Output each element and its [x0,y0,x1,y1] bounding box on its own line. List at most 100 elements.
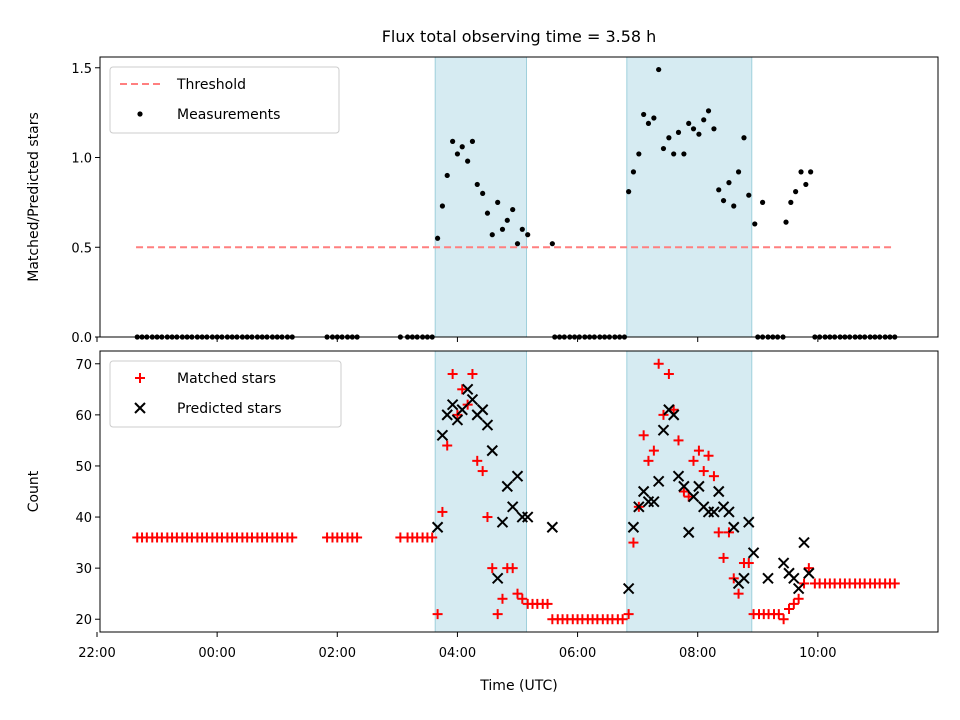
matched-star-marker [653,358,664,369]
measurement-point [651,115,657,121]
y-axis-label: Matched/Predicted stars [26,112,42,282]
predicted-star-marker [792,582,805,595]
y-tick-label: 20 [75,613,92,628]
measurement-point [630,169,637,175]
measurement-point [716,187,722,193]
measurement-point [444,172,450,179]
matched-star-marker [698,466,709,477]
predicted-star-marker [501,480,513,493]
matched-star-marker [623,609,634,620]
measurement-point [641,111,647,118]
x-stroke [501,480,513,493]
x-stroke [687,490,700,503]
measurement-point [701,117,707,123]
predicted-star-marker [633,501,645,513]
measurement-point [514,241,521,247]
predicted-stars-series [431,383,815,595]
matched-star-marker [135,373,145,383]
measurement-point [675,129,682,135]
x-stroke [451,414,464,426]
legend-label: Threshold [176,77,246,93]
measurement-point [645,120,652,127]
matched-star-marker [683,491,694,502]
x-stroke [446,398,459,411]
predicted-star-marker [747,547,760,559]
x-stroke [738,572,750,585]
matched-star-marker [648,445,659,456]
measurement-point [746,192,752,198]
predicted-star-marker [652,475,665,487]
measurement-point [696,131,702,137]
matched-star-marker [743,558,754,569]
predicted-star-marker [522,511,534,523]
measurement-point [510,206,516,213]
measurement-point [681,151,687,157]
x-stroke [678,480,690,493]
measurement-point [690,126,697,132]
predicted-star-marker [803,567,815,579]
predicted-star-marker [798,536,810,549]
measurement-point [788,199,794,205]
x-stroke [522,511,534,523]
matched-star-marker [713,527,724,538]
x-stroke [672,470,685,482]
matched-star-marker [467,368,478,379]
x-stroke [466,393,479,406]
x-stroke [648,496,660,508]
y-tick-label: 40 [75,511,92,526]
measurement-point [499,226,506,232]
x-stroke [717,501,730,513]
predicted-star-marker [713,485,725,498]
x-tick-label: 08:00 [679,646,716,661]
measurement-point [626,189,632,195]
predicted-star-marker [546,521,559,533]
measurement-point [783,219,789,225]
measurement-point [480,190,486,197]
measurement-point [720,197,727,204]
matched-star-marker [778,614,789,625]
count-panel: 20 30 40 50 60 70 22:00 00:00 02:00 04:00 06:00 08:… [26,350,939,661]
predicted-star-marker [431,521,444,533]
measurement-point [666,135,672,141]
matched-star-marker [482,512,493,523]
measurement-point [474,181,480,188]
matched-star-marker [542,598,553,609]
matched-star-marker [643,455,654,466]
measurement-point [803,181,809,188]
matched-star-marker [512,588,523,599]
x-tick-label: 10:00 [799,646,836,661]
measurement-point [741,135,747,141]
matched-star-marker [487,563,498,574]
x-stroke [511,470,524,482]
x-tick-label: 00:00 [198,646,235,661]
y-tick-label: 1.0 [71,152,92,167]
measurement-point [469,138,476,144]
measurement-point [808,169,814,175]
x-stroke [723,506,735,518]
measurement-point [459,144,465,150]
x-stroke [481,419,494,431]
x-stroke [491,572,504,585]
y-tick-label: 30 [75,562,92,577]
chart-title: Flux total observing time = 3.58 h [382,27,657,46]
measurement-point [735,169,742,175]
matched-star-marker [718,552,729,563]
matched-star-marker [799,578,810,589]
matched-star-marker [352,532,363,543]
matched-star-marker [678,486,689,497]
matched-star-marker [788,598,799,609]
measurement-point [726,180,732,186]
x-stroke [134,402,146,414]
predicted-star-marker [788,572,800,585]
x-stroke [652,475,665,487]
measurement-point [705,108,712,114]
x-stroke [441,409,453,421]
measurement-point [752,221,758,227]
predicted-star-marker [723,506,735,518]
x-stroke [633,501,645,513]
x-stroke [667,409,680,421]
matched-star-marker [497,593,508,604]
predicted-star-marker [476,404,489,416]
observing-window-band [434,56,528,338]
